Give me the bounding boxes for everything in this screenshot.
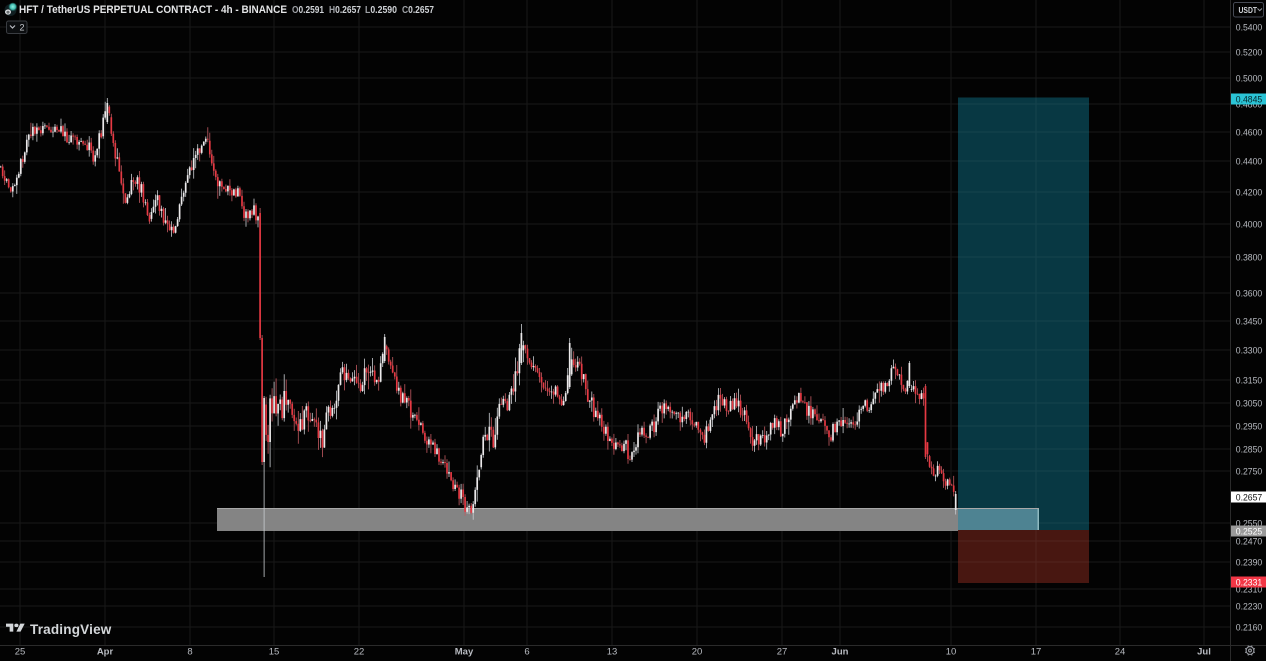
svg-text:0.4400: 0.4400	[1236, 156, 1263, 167]
svg-text:0.3450: 0.3450	[1236, 316, 1263, 327]
svg-text:Jul: Jul	[1197, 647, 1211, 658]
svg-text:0.2390: 0.2390	[1236, 557, 1263, 568]
svg-text:C0.2657: C0.2657	[402, 4, 434, 16]
svg-text:0.3050: 0.3050	[1236, 398, 1263, 409]
svg-text:0.2160: 0.2160	[1236, 622, 1263, 633]
svg-text:0.4800: 0.4800	[1236, 99, 1263, 110]
svg-text:6: 6	[524, 647, 529, 658]
svg-text:8: 8	[187, 647, 192, 658]
svg-text:HFT / TetherUS PERPETUAL CONTR: HFT / TetherUS PERPETUAL CONTRACT - 4h -…	[19, 4, 287, 16]
svg-text:0.2750: 0.2750	[1236, 466, 1263, 477]
svg-text:TradingView: TradingView	[30, 622, 112, 637]
svg-text:0.3600: 0.3600	[1236, 288, 1263, 299]
svg-text:22: 22	[354, 647, 365, 658]
svg-text:0.2550: 0.2550	[1236, 518, 1263, 529]
svg-text:0.2331: 0.2331	[1236, 577, 1263, 588]
svg-text:0.2950: 0.2950	[1236, 421, 1263, 432]
svg-text:13: 13	[607, 647, 618, 658]
svg-text:0.4845: 0.4845	[1236, 94, 1263, 105]
svg-text:0.5200: 0.5200	[1236, 47, 1263, 58]
svg-text:0.3300: 0.3300	[1236, 345, 1263, 356]
svg-text:0.3800: 0.3800	[1236, 252, 1263, 263]
svg-text:10: 10	[946, 647, 957, 658]
svg-text:27: 27	[777, 647, 788, 658]
svg-text:H0.2657: H0.2657	[329, 4, 361, 16]
svg-text:0.4200: 0.4200	[1236, 187, 1263, 198]
svg-text:25: 25	[15, 647, 26, 658]
svg-text:Jun: Jun	[832, 647, 849, 658]
svg-text:0.2850: 0.2850	[1236, 444, 1263, 455]
svg-text:USDT: USDT	[1239, 5, 1258, 15]
svg-text:17: 17	[1031, 647, 1042, 658]
svg-text:May: May	[455, 647, 474, 658]
svg-text:0.4000: 0.4000	[1236, 219, 1263, 230]
svg-text:0.4600: 0.4600	[1236, 127, 1263, 138]
svg-text:0.2525: 0.2525	[1236, 526, 1263, 537]
svg-text:0.2230: 0.2230	[1236, 601, 1263, 612]
svg-text:0.5400: 0.5400	[1236, 22, 1263, 33]
svg-text:0.3150: 0.3150	[1236, 375, 1263, 386]
svg-text:O0.2591: O0.2591	[292, 4, 324, 16]
svg-text:20: 20	[692, 647, 703, 658]
svg-text:L0.2590: L0.2590	[365, 4, 397, 16]
svg-text:15: 15	[269, 647, 280, 658]
svg-text:0.2470: 0.2470	[1236, 536, 1263, 547]
svg-text:0.2310: 0.2310	[1236, 584, 1263, 595]
svg-text:24: 24	[1115, 647, 1126, 658]
svg-text:0.2657: 0.2657	[1236, 492, 1263, 503]
svg-text:Apr: Apr	[97, 647, 114, 658]
svg-text:0.5000: 0.5000	[1236, 73, 1263, 84]
svg-text:2: 2	[20, 23, 25, 33]
